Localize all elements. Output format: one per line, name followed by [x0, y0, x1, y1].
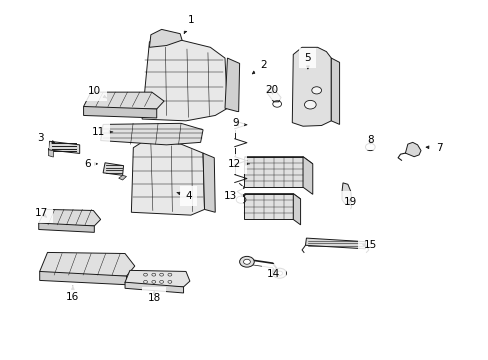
Polygon shape: [39, 210, 101, 226]
Polygon shape: [244, 194, 300, 199]
Text: 10: 10: [88, 86, 106, 98]
Circle shape: [304, 100, 316, 109]
Text: 19: 19: [344, 197, 357, 207]
Circle shape: [276, 271, 282, 275]
Text: 1: 1: [184, 15, 194, 33]
Polygon shape: [330, 58, 339, 125]
Circle shape: [311, 87, 321, 94]
Polygon shape: [83, 92, 163, 109]
Polygon shape: [103, 163, 123, 175]
Text: 14: 14: [266, 269, 280, 279]
Text: 9: 9: [232, 118, 239, 128]
Text: 2: 2: [252, 60, 267, 74]
Polygon shape: [125, 270, 189, 287]
Polygon shape: [266, 86, 281, 102]
Polygon shape: [119, 175, 126, 180]
Polygon shape: [101, 123, 203, 145]
Polygon shape: [40, 271, 126, 285]
Polygon shape: [405, 142, 420, 157]
Polygon shape: [39, 223, 94, 232]
Polygon shape: [142, 35, 227, 121]
Polygon shape: [149, 30, 182, 47]
Polygon shape: [244, 157, 303, 187]
Polygon shape: [244, 157, 312, 164]
Polygon shape: [292, 47, 330, 126]
Text: 4: 4: [177, 191, 191, 201]
Polygon shape: [125, 282, 183, 293]
Text: 11: 11: [91, 127, 113, 137]
Text: 18: 18: [147, 291, 161, 303]
Polygon shape: [293, 194, 300, 225]
Text: 7: 7: [425, 143, 442, 153]
Text: 5: 5: [304, 53, 310, 69]
Polygon shape: [48, 150, 53, 157]
Polygon shape: [48, 141, 80, 153]
Polygon shape: [341, 183, 351, 204]
Text: 6: 6: [84, 159, 97, 169]
Text: 17: 17: [35, 208, 48, 218]
Circle shape: [272, 268, 286, 278]
Circle shape: [243, 259, 250, 264]
Polygon shape: [305, 238, 365, 249]
Polygon shape: [203, 153, 215, 212]
Text: 8: 8: [366, 135, 373, 145]
Circle shape: [365, 143, 374, 150]
Polygon shape: [131, 140, 204, 215]
Polygon shape: [244, 194, 293, 220]
Text: 13: 13: [224, 191, 245, 201]
Text: 12: 12: [228, 159, 249, 169]
Text: 15: 15: [362, 240, 376, 250]
Circle shape: [239, 256, 254, 267]
Polygon shape: [224, 58, 239, 112]
Polygon shape: [303, 157, 312, 194]
Polygon shape: [83, 107, 157, 118]
Text: 3: 3: [37, 133, 55, 143]
Text: 20: 20: [264, 85, 277, 95]
Polygon shape: [40, 252, 135, 276]
Text: 16: 16: [66, 286, 80, 302]
